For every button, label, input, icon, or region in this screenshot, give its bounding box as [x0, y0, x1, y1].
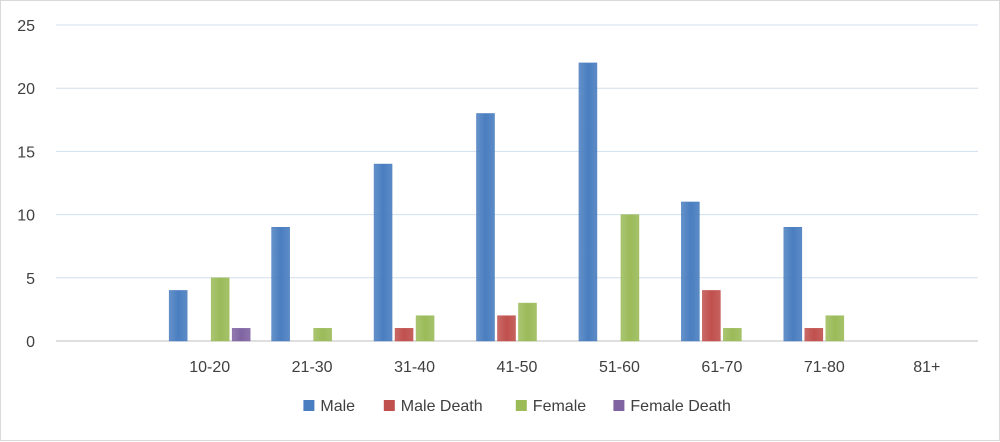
bar-male — [373, 163, 393, 342]
x-tick-label: 51-60 — [599, 359, 640, 376]
bar-male-death — [394, 328, 414, 342]
bar-male — [476, 113, 495, 342]
legend-label: Female Death — [630, 398, 731, 415]
legend-swatch — [303, 400, 315, 411]
bar-male-death — [702, 290, 721, 342]
legend-label: Male Death — [401, 398, 483, 415]
bar-female — [723, 328, 742, 342]
x-tick-label: 41-50 — [497, 359, 538, 376]
legend-swatch — [515, 400, 527, 411]
bar-male-death — [804, 328, 824, 342]
bar-male — [681, 201, 700, 342]
x-tick-label: 71-80 — [804, 359, 845, 376]
legend-swatch — [383, 400, 395, 411]
y-tick-label: 5 — [26, 271, 35, 288]
bar-female — [518, 302, 537, 342]
bar-female-death — [231, 328, 251, 342]
legend-label: Female — [533, 398, 586, 415]
bar-female — [313, 328, 332, 342]
bar-male — [783, 226, 803, 342]
x-tick-label: 61-70 — [701, 359, 742, 376]
bar-female — [210, 277, 230, 342]
y-tick-label: 0 — [26, 334, 35, 351]
y-tick-label: 15 — [17, 144, 35, 161]
bar-male — [168, 290, 188, 342]
bar-male — [578, 62, 598, 342]
y-tick-label: 10 — [17, 208, 35, 225]
bar-male-death — [497, 315, 516, 342]
bar-female — [620, 214, 640, 342]
x-tick-label: 10-20 — [189, 359, 230, 376]
legend-swatch — [613, 400, 625, 411]
y-tick-label: 20 — [17, 81, 35, 98]
legend-label: Male — [320, 398, 355, 415]
bar-female — [415, 315, 435, 342]
x-tick-label: 81+ — [913, 359, 940, 376]
x-tick-label: 31-40 — [394, 359, 435, 376]
x-tick-label: 21-30 — [292, 359, 333, 376]
bar-female — [825, 315, 845, 342]
y-tick-label: 25 — [17, 18, 35, 35]
bar-male — [271, 226, 290, 342]
